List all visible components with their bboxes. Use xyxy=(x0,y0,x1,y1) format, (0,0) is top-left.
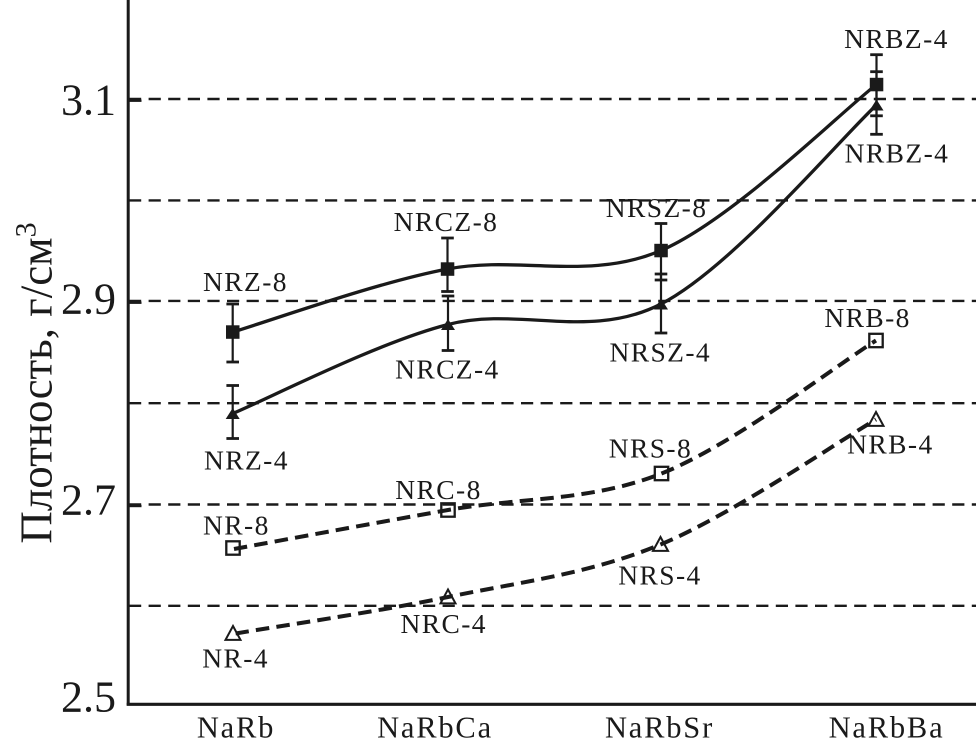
svg-text:NaRbSr: NaRbSr xyxy=(605,711,714,745)
svg-text:NRBZ-4: NRBZ-4 xyxy=(844,23,949,54)
svg-text:NRB-8: NRB-8 xyxy=(824,302,910,333)
svg-text:2.5: 2.5 xyxy=(61,673,116,722)
svg-text:2.9: 2.9 xyxy=(61,275,116,324)
svg-text:NRSZ-8: NRSZ-8 xyxy=(606,192,708,223)
svg-text:NRC-8: NRC-8 xyxy=(395,474,481,505)
svg-text:NaRb: NaRb xyxy=(197,711,275,745)
svg-text:NR-4: NR-4 xyxy=(202,642,269,673)
svg-text:NaRbBa: NaRbBa xyxy=(829,711,945,745)
svg-text:NRS-4: NRS-4 xyxy=(618,559,701,590)
svg-text:NRZ-4: NRZ-4 xyxy=(204,445,289,476)
svg-text:NR-8: NR-8 xyxy=(203,510,270,541)
svg-text:NRSZ-4: NRSZ-4 xyxy=(609,336,711,367)
svg-text:NaRbCa: NaRbCa xyxy=(377,711,493,745)
svg-text:3.1: 3.1 xyxy=(61,76,116,125)
svg-text:NRS-8: NRS-8 xyxy=(609,433,692,464)
svg-text:NRB-4: NRB-4 xyxy=(847,429,933,460)
svg-text:NRBZ-4: NRBZ-4 xyxy=(845,138,950,169)
svg-text:2.7: 2.7 xyxy=(61,476,116,525)
svg-text:NRC-4: NRC-4 xyxy=(400,608,486,639)
svg-text:NRCZ-8: NRCZ-8 xyxy=(394,206,499,237)
svg-text:NRZ-8: NRZ-8 xyxy=(203,266,288,297)
svg-text:NRCZ-4: NRCZ-4 xyxy=(395,353,500,384)
svg-text:Плотность, г/см3: Плотность, г/см3 xyxy=(10,222,62,543)
